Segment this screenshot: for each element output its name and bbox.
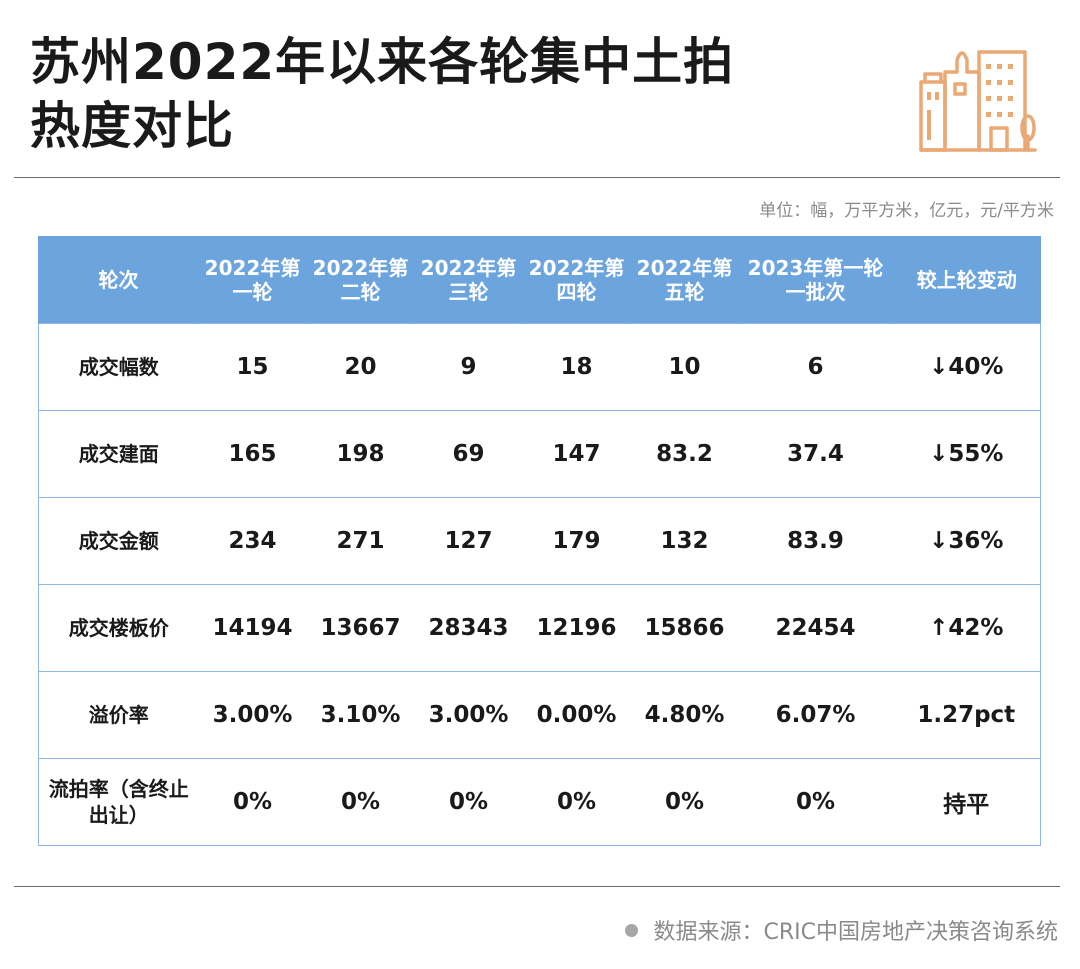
row-label: 成交楼板价	[38, 584, 199, 672]
table-cell: 127	[414, 497, 523, 585]
table-cell: 0%	[630, 758, 739, 846]
table-cell: 15	[198, 323, 307, 411]
table-row: 成交幅数 15 20 9 18 10 6 ↓40%	[38, 323, 1041, 411]
table-cell: 0%	[306, 758, 415, 846]
table-cell: 0.00%	[522, 671, 631, 759]
data-source: 数据来源：CRIC中国房地产决策咨询系统	[624, 914, 1059, 946]
city-buildings-icon	[919, 50, 1037, 152]
table-cell: 0%	[198, 758, 307, 846]
table-cell: 83.2	[630, 410, 739, 498]
data-source-text: 数据来源：CRIC中国房地产决策咨询系统	[653, 920, 1059, 945]
change-cell: ↓36%	[892, 497, 1041, 585]
header-cell-2022-r5: 2022年第五轮	[630, 236, 739, 324]
table-cell: 3.10%	[306, 671, 415, 759]
title-line-2: 热度对比	[30, 97, 234, 155]
land-auction-table: 轮次 2022年第一轮 2022年第二轮 2022年第三轮 2022年第四轮 2…	[38, 236, 1041, 846]
table-row: 成交金额 234 271 127 179 132 83.9 ↓36%	[38, 497, 1041, 585]
row-label: 成交建面	[38, 410, 199, 498]
table-cell: 14194	[198, 584, 307, 672]
title-line-1: 苏州2022年以来各轮集中土拍	[30, 33, 735, 91]
row-label: 溢价率	[38, 671, 199, 759]
table-cell: 4.80%	[630, 671, 739, 759]
table-cell: 15866	[630, 584, 739, 672]
table-cell: 9	[414, 323, 523, 411]
table-cell: 165	[198, 410, 307, 498]
header-cell-2022-r2: 2022年第二轮	[306, 236, 415, 324]
table-cell: 20	[306, 323, 415, 411]
header-cell-round: 轮次	[38, 236, 199, 324]
table-row: 流拍率（含终止出让） 0% 0% 0% 0% 0% 0% 持平	[38, 758, 1041, 846]
table-cell: 12196	[522, 584, 631, 672]
change-cell: ↑42%	[892, 584, 1041, 672]
table-cell: 271	[306, 497, 415, 585]
row-label: 成交幅数	[38, 323, 199, 411]
header-divider	[14, 177, 1060, 178]
table-cell: 37.4	[738, 410, 893, 498]
table-cell: 6.07%	[738, 671, 893, 759]
header-cell-2022-r1: 2022年第一轮	[198, 236, 307, 324]
table-cell: 0%	[522, 758, 631, 846]
row-label: 成交金额	[38, 497, 199, 585]
change-cell: ↓40%	[892, 323, 1041, 411]
table-cell: 179	[522, 497, 631, 585]
header-cell-2022-r4: 2022年第四轮	[522, 236, 631, 324]
table-cell: 3.00%	[414, 671, 523, 759]
table-header-row: 轮次 2022年第一轮 2022年第二轮 2022年第三轮 2022年第四轮 2…	[38, 236, 1041, 324]
table-cell: 198	[306, 410, 415, 498]
change-cell: 持平	[892, 758, 1041, 846]
table-cell: 132	[630, 497, 739, 585]
table-row: 溢价率 3.00% 3.10% 3.00% 0.00% 4.80% 6.07% …	[38, 671, 1041, 759]
table-row: 成交建面 165 198 69 147 83.2 37.4 ↓55%	[38, 410, 1041, 498]
bullet-dot-icon	[624, 923, 638, 937]
table-cell: 0%	[414, 758, 523, 846]
page-title: 苏州2022年以来各轮集中土拍 热度对比	[30, 30, 850, 158]
table-row: 成交楼板价 14194 13667 28343 12196 15866 2245…	[38, 584, 1041, 672]
change-cell: 1.27pct	[892, 671, 1041, 759]
change-cell: ↓55%	[892, 410, 1041, 498]
header-cell-change: 较上轮变动	[892, 236, 1041, 324]
table-cell: 13667	[306, 584, 415, 672]
row-label: 流拍率（含终止出让）	[38, 758, 199, 846]
table-cell: 22454	[738, 584, 893, 672]
table-cell: 0%	[738, 758, 893, 846]
table-cell: 10	[630, 323, 739, 411]
table-cell: 18	[522, 323, 631, 411]
table-cell: 147	[522, 410, 631, 498]
footer-divider	[14, 886, 1060, 887]
table-cell: 234	[198, 497, 307, 585]
table-cell: 6	[738, 323, 893, 411]
table-cell: 28343	[414, 584, 523, 672]
header-cell-2023-r1: 2023年第一轮一批次	[738, 236, 893, 324]
table-cell: 69	[414, 410, 523, 498]
table-cell: 3.00%	[198, 671, 307, 759]
table-cell: 83.9	[738, 497, 893, 585]
header-cell-2022-r3: 2022年第三轮	[414, 236, 523, 324]
unit-note: 单位：幅，万平方米，亿元，元/平方米	[759, 201, 1054, 221]
